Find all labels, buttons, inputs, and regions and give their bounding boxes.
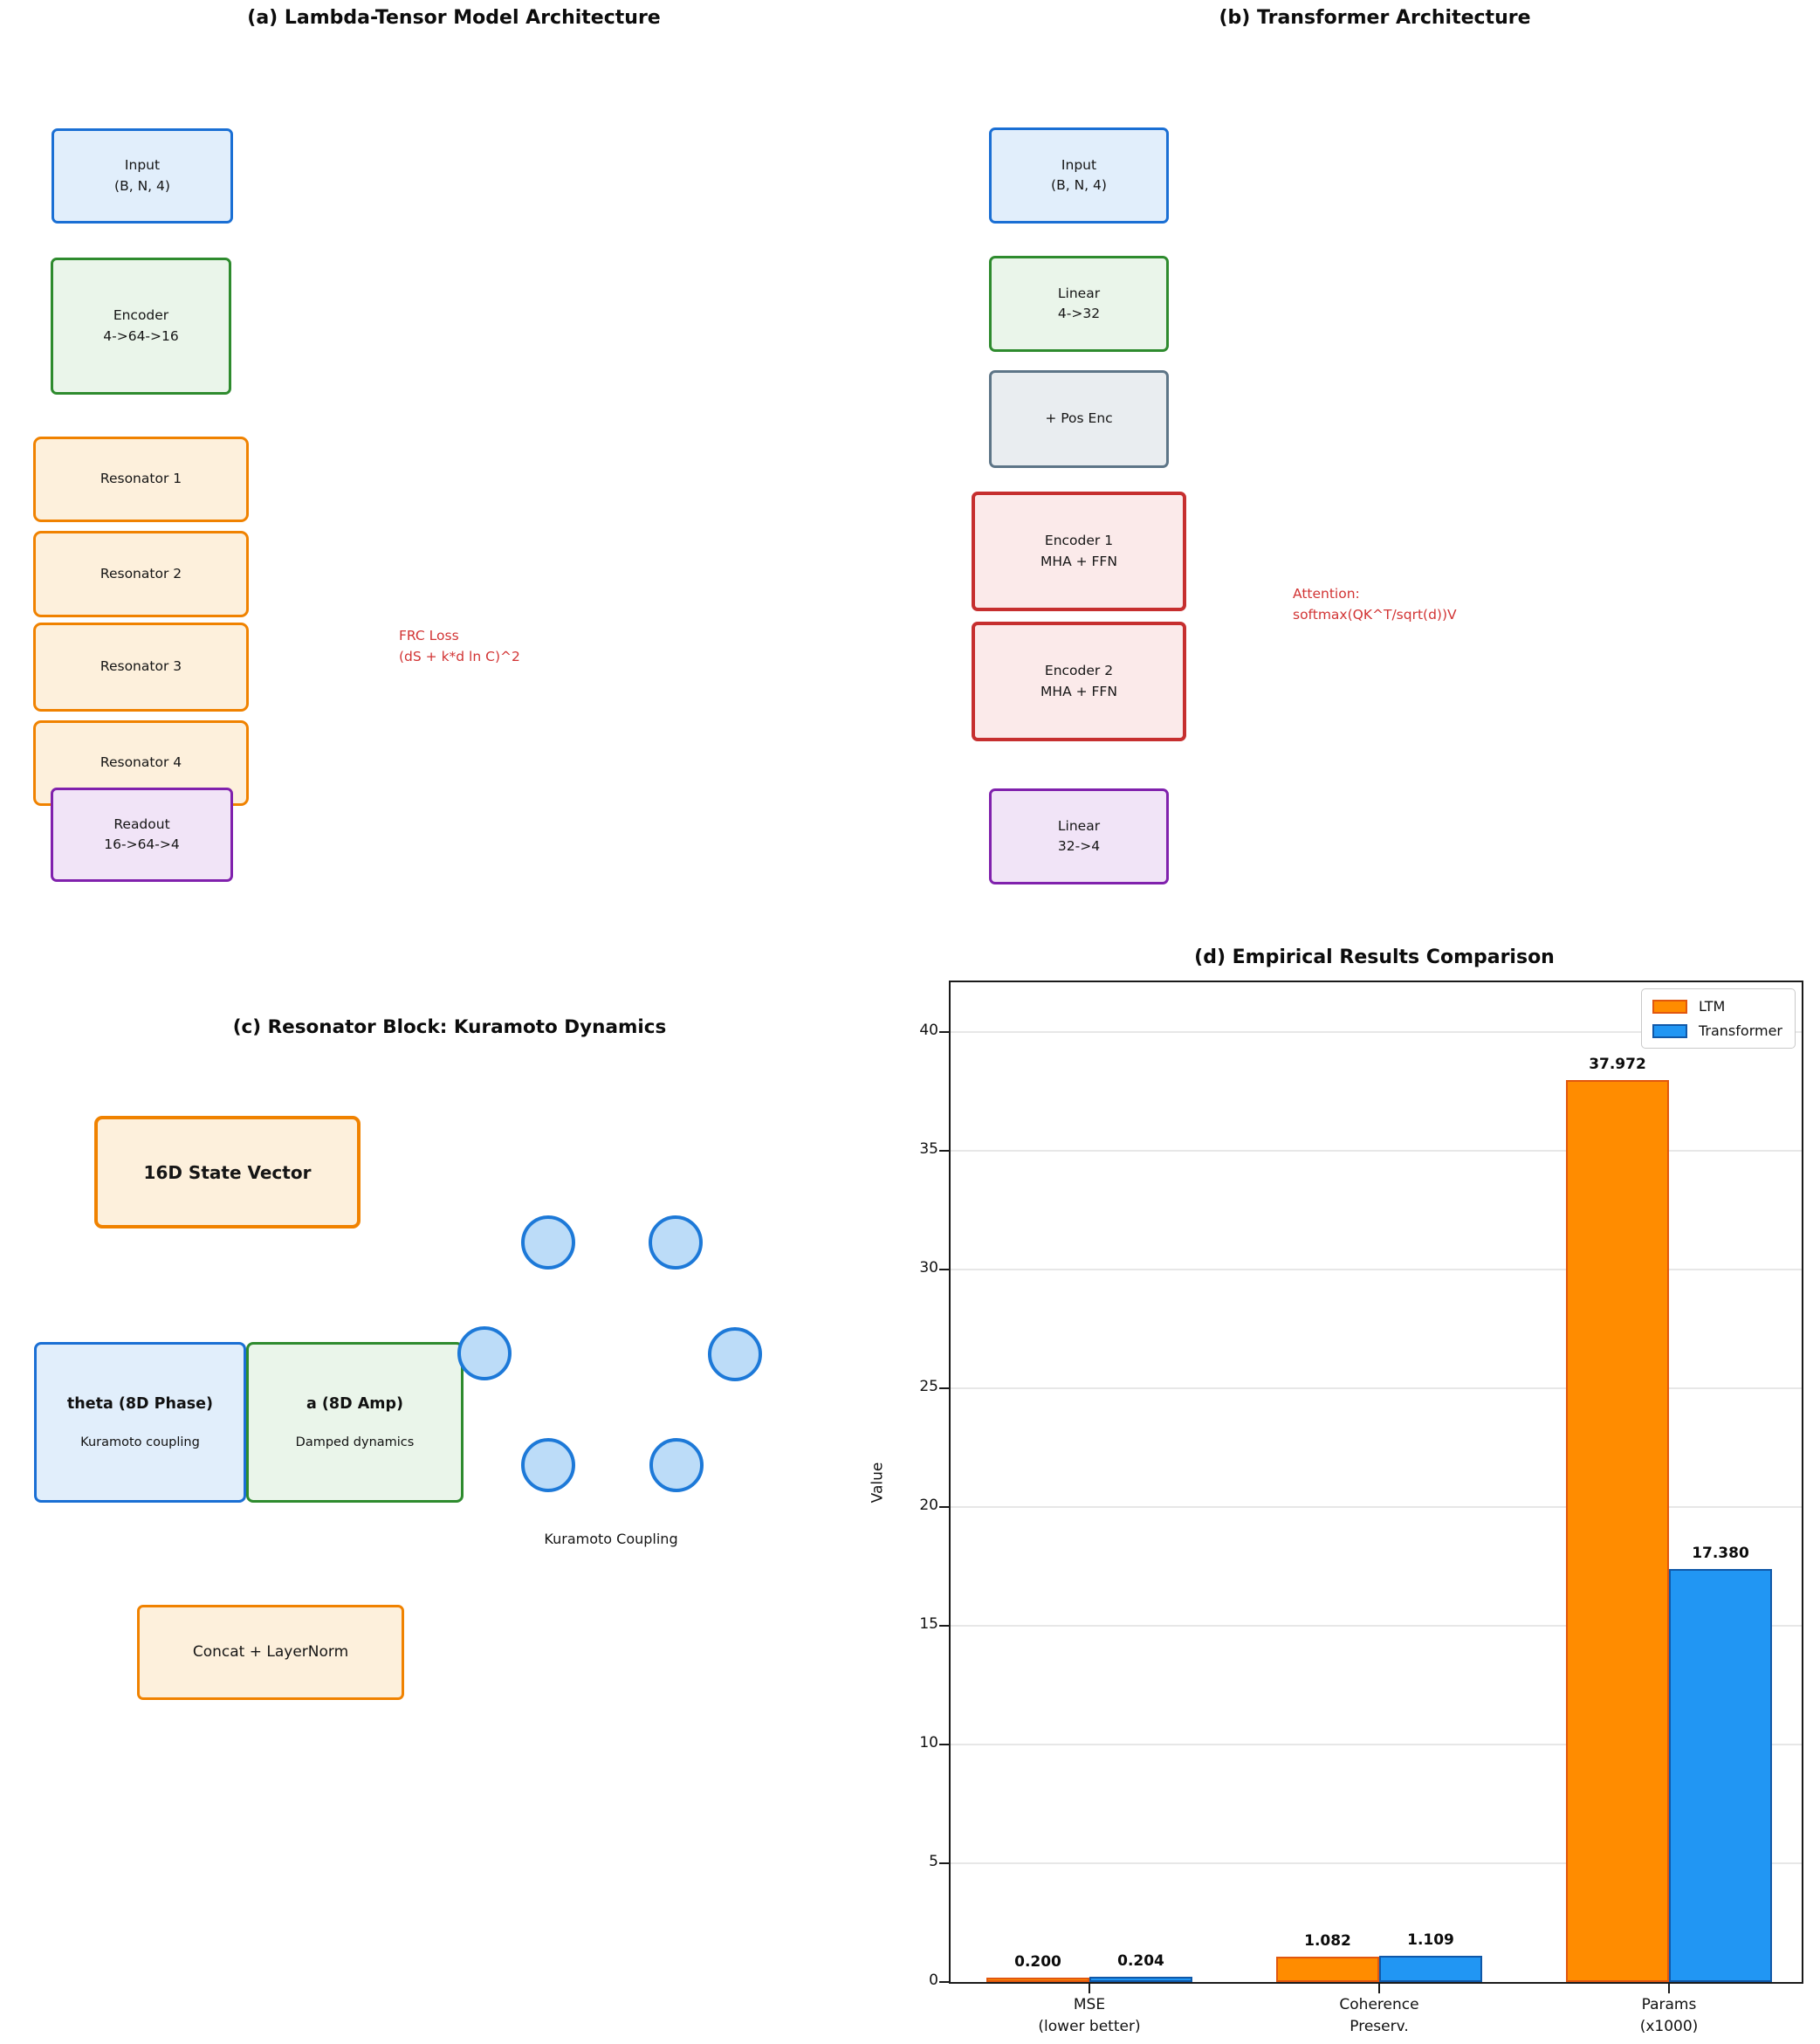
pos-enc-box: + Pos Enc <box>989 370 1169 468</box>
x-tick-label-1: Coherence Preserv. <box>1339 1996 1419 2035</box>
oscillator-node-6 <box>649 1438 704 1492</box>
gridline-10 <box>951 1744 1802 1745</box>
panel-a-title: (a) Lambda-Tensor Model Architecture <box>247 7 661 29</box>
bar-transformer-1 <box>1379 1955 1482 1982</box>
results-chart-plot-area: Value LTM Transformer 0 5 10 15 20 25 30 35 40 0.… <box>869 981 1803 2035</box>
y-tick-mark-25 <box>939 1387 949 1390</box>
legend-swatch-ltm <box>1652 999 1687 1014</box>
bar-value-ltm-0: 0.200 <box>1014 1952 1061 1971</box>
state-vector-box: 16D State Vector <box>94 1116 361 1228</box>
y-tick-mark-10 <box>939 1744 949 1746</box>
oscillator-node-1 <box>521 1215 575 1270</box>
concat-layernorm-box: Concat + LayerNorm <box>137 1605 404 1700</box>
amplitude-subtitle: Damped dynamics <box>295 1435 415 1449</box>
encoder-2-box: Encoder 2 MHA + FFN <box>972 622 1186 741</box>
y-tick-15: 15 <box>919 1615 938 1634</box>
resonator-3-box: Resonator 3 <box>33 623 249 712</box>
gridline-25 <box>951 1387 1802 1389</box>
y-tick-20: 20 <box>919 1497 938 1515</box>
oscillator-node-2 <box>649 1215 703 1270</box>
linear-in-box: Linear 4->32 <box>989 256 1169 352</box>
y-tick-40: 40 <box>919 1022 938 1040</box>
y-tick-35: 35 <box>919 1140 938 1159</box>
y-tick-5: 5 <box>929 1853 938 1870</box>
gridline-30 <box>951 1269 1802 1270</box>
y-tick-mark-30 <box>939 1269 949 1271</box>
bar-transformer-2 <box>1669 1569 1772 1982</box>
x-tick-mark-2 <box>1668 1984 1670 1993</box>
bar-value-ltm-2: 37.972 <box>1589 1056 1646 1074</box>
gridline-40 <box>951 1031 1802 1033</box>
y-tick-30: 30 <box>919 1259 938 1277</box>
legend-swatch-transformer <box>1652 1023 1687 1038</box>
y-tick-mark-20 <box>939 1506 949 1509</box>
bar-value-transformer-2: 17.380 <box>1692 1545 1749 1563</box>
encoder-1-box: Encoder 1 MHA + FFN <box>972 492 1186 611</box>
oscillator-node-3 <box>457 1326 512 1380</box>
x-tick-mark-0 <box>1089 1984 1090 1993</box>
kuramoto-coupling-label: Kuramoto Coupling <box>544 1531 678 1547</box>
input-box-b: Input (B, N, 4) <box>989 127 1169 224</box>
x-tick-mark-1 <box>1378 1984 1380 1993</box>
gridline-15 <box>951 1625 1802 1627</box>
bar-ltm-2 <box>1566 1080 1669 1982</box>
panel-b-title: (b) Transformer Architecture <box>1219 7 1531 29</box>
oscillator-node-5 <box>521 1438 575 1492</box>
y-tick-mark-0 <box>939 1981 949 1983</box>
bar-value-transformer-0: 0.204 <box>1117 1952 1164 1971</box>
x-tick-label-2: Params (x1000) <box>1639 1996 1699 2035</box>
y-axis-label: Value <box>869 1462 886 1503</box>
gridline-5 <box>951 1862 1802 1864</box>
bar-ltm-1 <box>1276 1956 1379 1982</box>
panel-d-title: (d) Empirical Results Comparison <box>1194 946 1555 968</box>
resonator-2-box: Resonator 2 <box>33 531 249 617</box>
readout-box: Readout 16->64->4 <box>51 788 233 882</box>
input-box-a: Input (B, N, 4) <box>52 128 233 224</box>
bar-transformer-0 <box>1089 1977 1192 1982</box>
resonator-1-box: Resonator 1 <box>33 437 249 522</box>
oscillator-node-4 <box>708 1327 762 1381</box>
bar-ltm-0 <box>986 1977 1089 1982</box>
legend-label-transformer: Transformer <box>1698 1022 1782 1039</box>
panel-c-title: (c) Resonator Block: Kuramoto Dynamics <box>232 1016 667 1038</box>
chart-legend: LTM Transformer <box>1640 988 1796 1049</box>
y-tick-mark-35 <box>939 1150 949 1153</box>
y-tick-25: 25 <box>919 1378 938 1396</box>
amplitude-title: a (8D Amp) <box>306 1395 403 1413</box>
gridline-20 <box>951 1506 1802 1508</box>
encoder-box: Encoder 4->64->16 <box>51 258 231 395</box>
y-tick-mark-5 <box>939 1862 949 1864</box>
theta-phase-subtitle: Kuramoto coupling <box>80 1435 200 1449</box>
x-tick-label-0: MSE (lower better) <box>1038 1996 1141 2035</box>
bar-value-transformer-1: 1.109 <box>1407 1930 1454 1949</box>
frc-loss-annotation: FRC Loss (dS + k*d ln C)^2 <box>399 628 520 665</box>
y-tick-10: 10 <box>919 1734 938 1752</box>
attention-annotation: Attention: softmax(QK^T/sqrt(d))V <box>1293 586 1457 623</box>
gridline-35 <box>951 1150 1802 1152</box>
bar-value-ltm-1: 1.082 <box>1304 1931 1351 1950</box>
legend-entry-transformer: Transformer <box>1652 1022 1782 1039</box>
y-tick-mark-40 <box>939 1031 949 1034</box>
amplitude-box: a (8D Amp) Damped dynamics <box>246 1342 464 1503</box>
legend-entry-ltm: LTM <box>1652 998 1782 1015</box>
y-tick-0: 0 <box>929 1972 938 1989</box>
y-tick-mark-15 <box>939 1625 949 1628</box>
legend-label-ltm: LTM <box>1698 998 1726 1015</box>
linear-out-box: Linear 32->4 <box>989 788 1169 884</box>
theta-phase-box: theta (8D Phase) Kuramoto coupling <box>34 1342 246 1503</box>
theta-phase-title: theta (8D Phase) <box>66 1395 214 1413</box>
